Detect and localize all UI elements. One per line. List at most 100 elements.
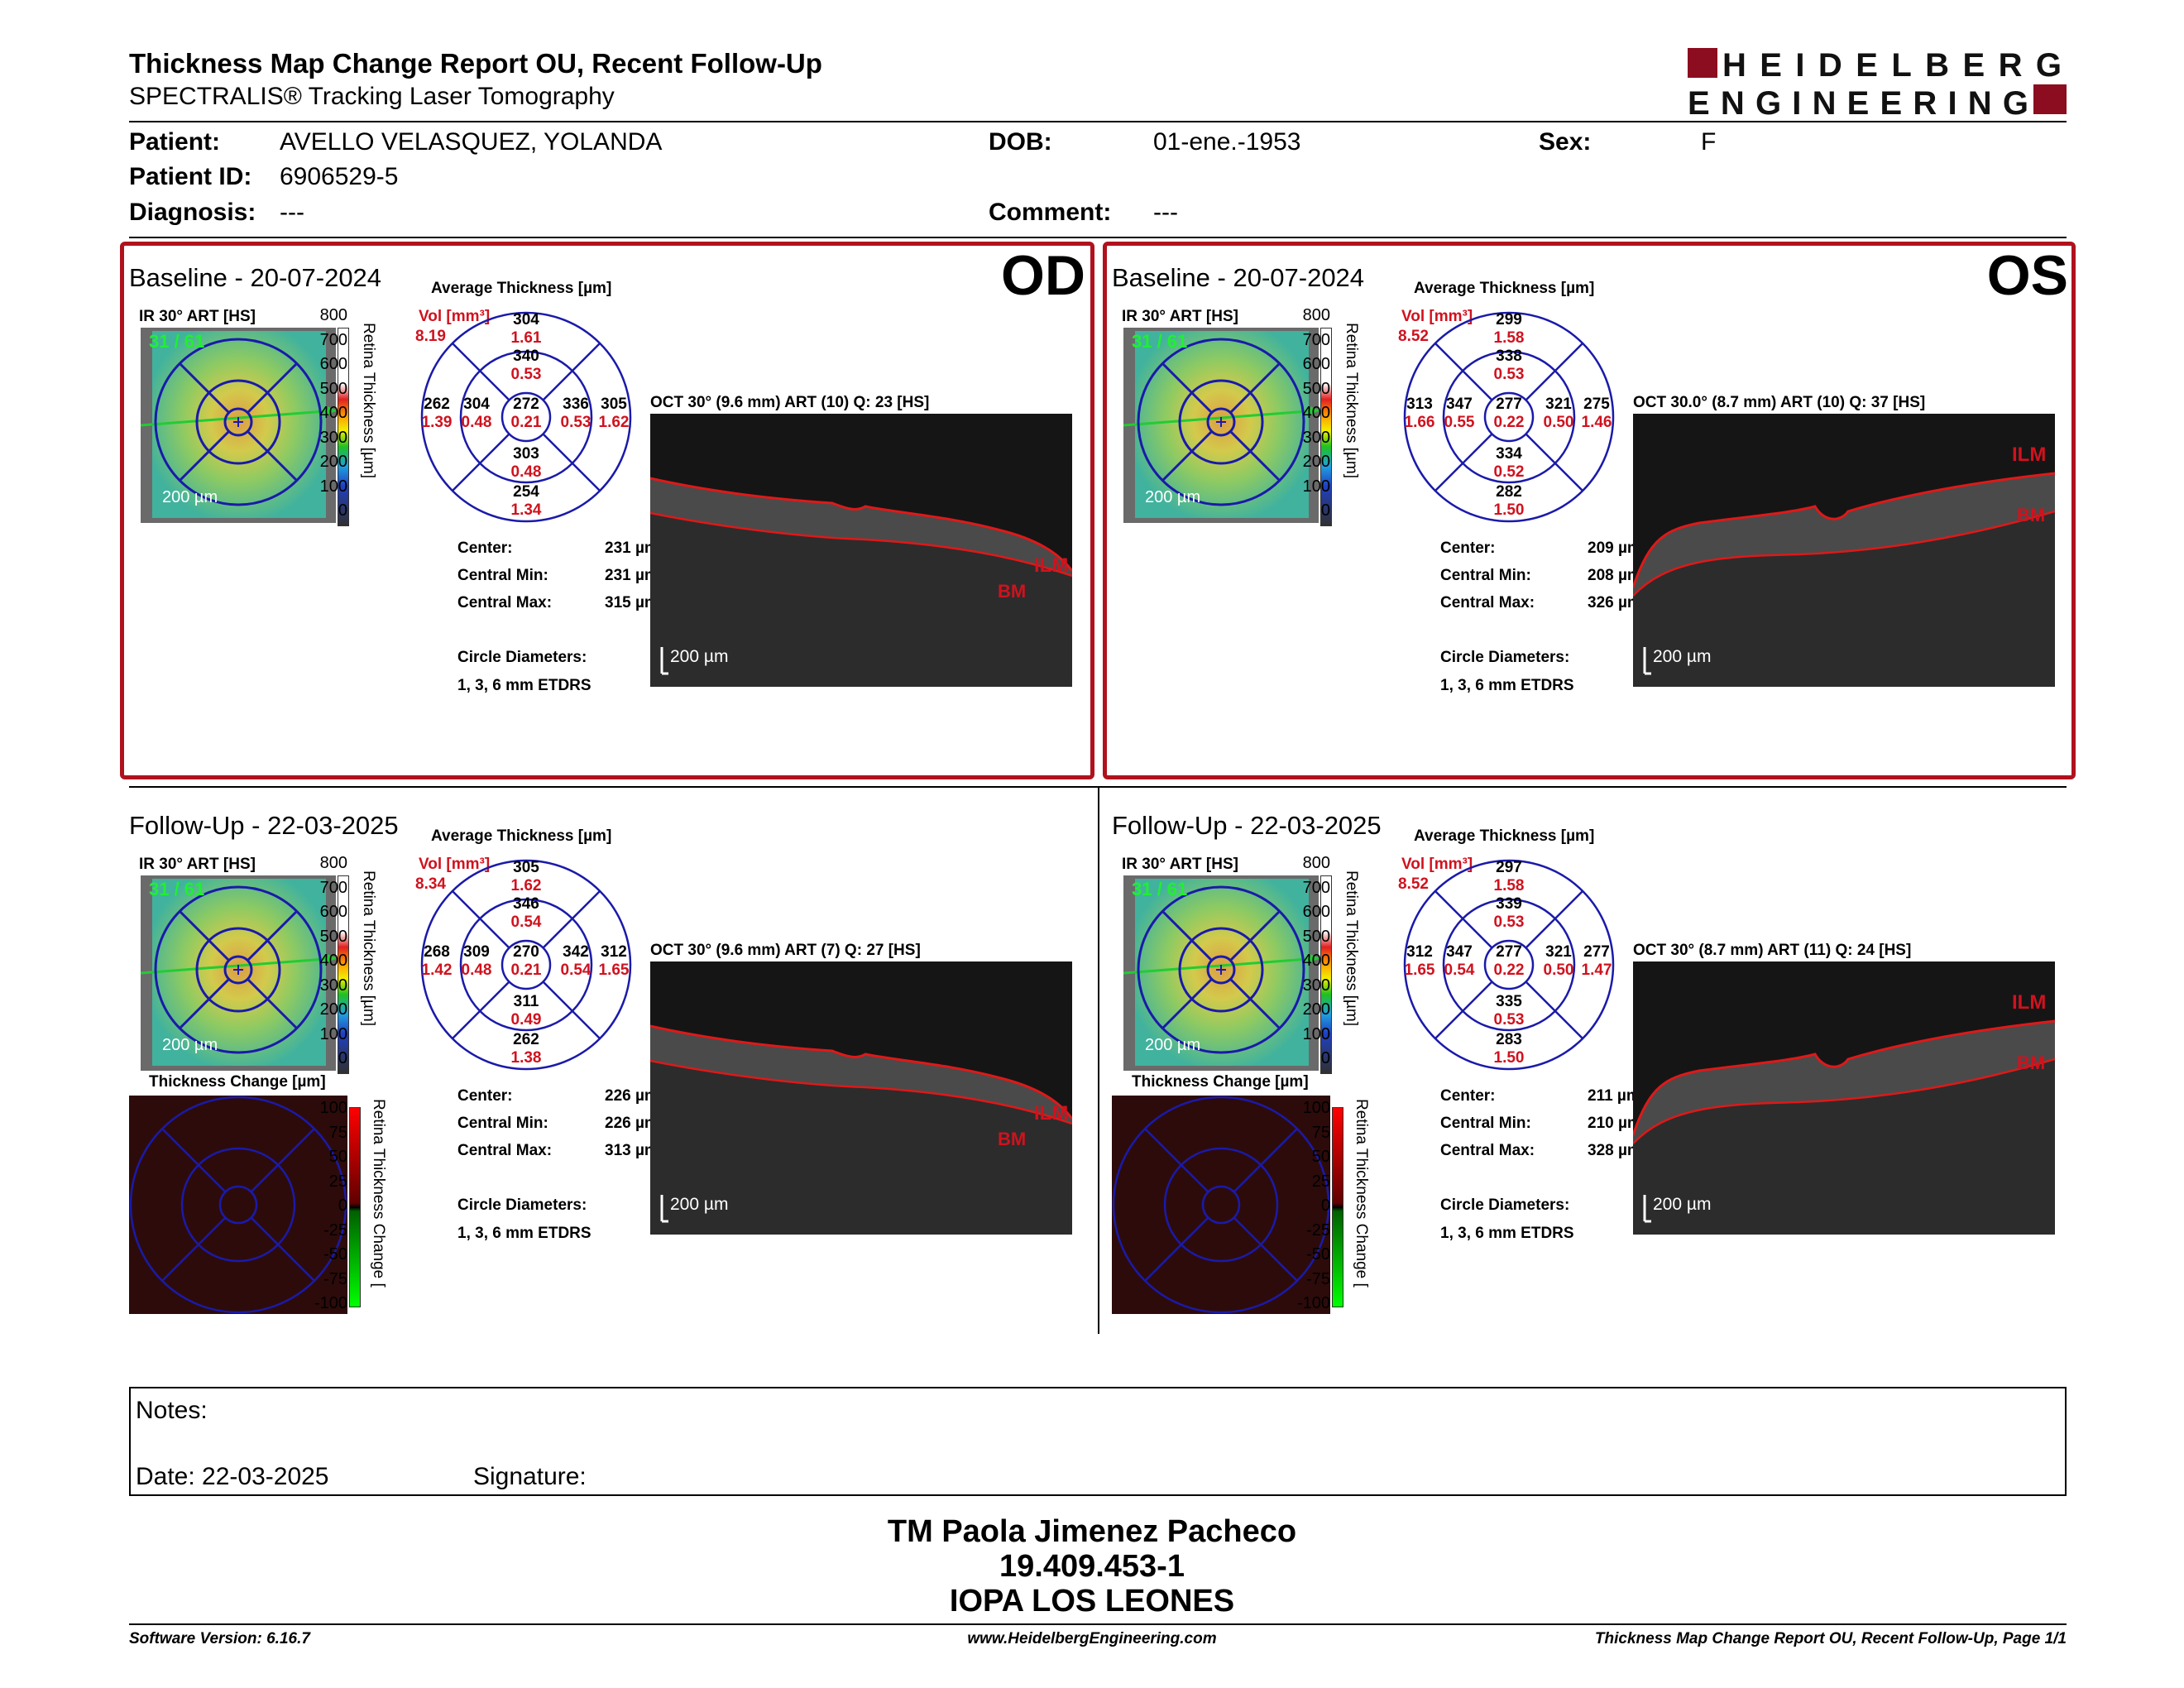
etdrs-grid (419, 857, 634, 1072)
sector-outer-top-thickness: 305 (513, 859, 539, 876)
signature-label: Signature: (473, 1463, 587, 1490)
scale-tick-label: 200 (319, 453, 347, 471)
sector-outer-left-thickness: 313 (1406, 396, 1433, 413)
thickness-axis-label: Retina Thickness [µm] (1343, 323, 1360, 478)
vertical-divider (1098, 788, 1099, 1334)
sector-outer-right-volume: 1.65 (598, 961, 630, 979)
oct-scale-label: 200 µm (670, 647, 729, 666)
eye-label: OD (1001, 244, 1085, 307)
sector-inner-right-thickness: 342 (563, 943, 589, 961)
change-tick-label: 50 (328, 1148, 347, 1166)
sector-inner-bottom-thickness: 303 (513, 445, 539, 463)
change-tick-label: 25 (1311, 1172, 1330, 1191)
signature-name: TM Paola Jimenez Pacheco (887, 1514, 1297, 1549)
sector-inner-right-volume: 0.54 (560, 961, 592, 979)
sex-label: Sex: (1539, 128, 1592, 156)
central-min-label: Central Min: (457, 1115, 548, 1132)
scale-tick-label: 600 (319, 903, 347, 921)
scale-tick-label: 800 (1302, 854, 1330, 872)
scale-tick-label: 400 (319, 404, 347, 422)
sector-inner-right-thickness: 321 (1545, 943, 1572, 961)
sector-center-thickness: 277 (1496, 396, 1522, 413)
oct-bscan-image (1633, 414, 2055, 687)
notes-box[interactable]: Notes: Date: 22-03-2025 Signature: (129, 1387, 2067, 1496)
scale-tick-label: 300 (1302, 428, 1330, 447)
sector-outer-right-thickness: 305 (601, 396, 627, 413)
scale-tick-label: 700 (319, 878, 347, 897)
thickness-change-map (129, 1096, 347, 1314)
etdrs-grid (419, 309, 634, 525)
oct-scale-label: 200 µm (1653, 1195, 1712, 1214)
sector-inner-left-thickness: 309 (463, 943, 490, 961)
scale-tick-label: 300 (1302, 976, 1330, 995)
central-max-label: Central Max: (457, 594, 553, 611)
avg-thickness-label: Average Thickness [µm] (1414, 827, 1595, 845)
ir-overlay-text: 31 / 61 (1132, 331, 1188, 352)
etdrs-grid (1401, 309, 1616, 525)
vol-value: 8.52 (1398, 875, 1429, 893)
thickness-axis-label: Retina Thickness [µm] (360, 870, 377, 1026)
central-max-label: Central Max: (1440, 594, 1535, 611)
avg-thickness-label: Average Thickness [µm] (1414, 280, 1595, 297)
scale-tick-label: 700 (1302, 330, 1330, 349)
sex-value: F (1701, 128, 1717, 156)
thickness-change-title: Thickness Change [µm] (1132, 1073, 1309, 1091)
sector-center-thickness: 272 (513, 396, 539, 413)
sector-inner-bottom-volume: 0.48 (510, 463, 542, 481)
ir-fundus-image (141, 328, 336, 523)
website-link[interactable]: www.HeidelbergEngineering.com (967, 1630, 1217, 1647)
circle-diameters-value: 1, 3, 6 mm ETDRS (457, 1225, 592, 1242)
dob-value: 01-ene.-1953 (1153, 128, 1301, 156)
notes-label: Notes: (136, 1397, 208, 1424)
section-title: Follow-Up - 22-03-2025 (129, 811, 399, 840)
avg-thickness-label: Average Thickness [µm] (431, 827, 612, 845)
panel-od_followup: Follow-Up - 22-03-2025 IR 30° ART [HS] 31 … (129, 796, 1097, 1326)
sector-outer-bottom-thickness: 283 (1496, 1031, 1522, 1048)
sector-inner-top-thickness: 339 (1496, 895, 1522, 913)
vol-value: 8.19 (415, 328, 446, 345)
sector-outer-bottom-volume: 1.34 (510, 501, 542, 519)
scale-tick-label: 0 (338, 501, 347, 520)
thickness-axis-label: Retina Thickness [µm] (360, 323, 377, 478)
sector-inner-left-volume: 0.48 (461, 961, 492, 979)
sector-inner-top-volume: 0.53 (510, 366, 542, 383)
change-tick-label: -25 (323, 1220, 347, 1240)
change-tick-label: 100 (319, 1099, 347, 1117)
sector-inner-bottom-volume: 0.53 (1493, 1011, 1525, 1029)
ir-fundus-image (1123, 875, 1319, 1071)
panel-os_followup: Follow-Up - 22-03-2025 IR 30° ART [HS] 31 … (1112, 796, 2080, 1326)
sector-outer-right-thickness: 277 (1583, 943, 1610, 961)
scale-tick-label: 700 (319, 330, 347, 349)
sector-outer-left-volume: 1.65 (1404, 961, 1435, 979)
scale-tick-label: 500 (319, 379, 347, 398)
sector-center-volume: 0.21 (510, 961, 542, 979)
sector-outer-bottom-thickness: 254 (513, 483, 539, 501)
ilm-label: ILM (2012, 444, 2047, 466)
ir-label: IR 30° ART [HS] (139, 856, 256, 873)
change-tick-label: -100 (1297, 1294, 1331, 1312)
oct-label: OCT 30° (9.6 mm) ART (10) Q: 23 [HS] (650, 394, 930, 411)
change-axis-label: Retina Thickness Change [ (370, 1099, 387, 1288)
ir-overlay-text: 31 / 61 (149, 331, 205, 352)
ir-scale-label: 200 µm (162, 488, 218, 506)
scale-tick-label: 600 (1302, 355, 1330, 373)
sector-outer-top-volume: 1.58 (1493, 877, 1525, 894)
sector-outer-bottom-thickness: 282 (1496, 483, 1522, 501)
dob-label: DOB: (989, 128, 1052, 156)
scale-tick-label: 500 (1302, 379, 1330, 398)
sector-outer-right-volume: 1.62 (598, 414, 630, 431)
sector-outer-right-volume: 1.47 (1581, 961, 1612, 979)
date-label: Date: 22-03-2025 (136, 1463, 329, 1490)
thickness-color-scale (1320, 875, 1332, 1074)
panel-os_baseline: Baseline - 20-07-2024 OS IR 30° ART [HS] 31… (1112, 244, 2080, 778)
vol-label: Vol [mm³] (1401, 856, 1473, 873)
sector-inner-left-thickness: 347 (1446, 396, 1473, 413)
sector-inner-right-volume: 0.50 (1543, 961, 1574, 979)
logo-line2: ENGINEERING (1688, 85, 2028, 119)
thickness-change-map (1112, 1096, 1330, 1314)
change-axis-label: Retina Thickness Change [ (1353, 1099, 1370, 1288)
panel-od_baseline: Baseline - 20-07-2024 OD IR 30° ART [HS] 31… (129, 244, 1097, 778)
scale-tick-label: 500 (319, 927, 347, 946)
oct-scale-label: 200 µm (670, 1195, 729, 1214)
comment-label: Comment: (989, 199, 1112, 226)
